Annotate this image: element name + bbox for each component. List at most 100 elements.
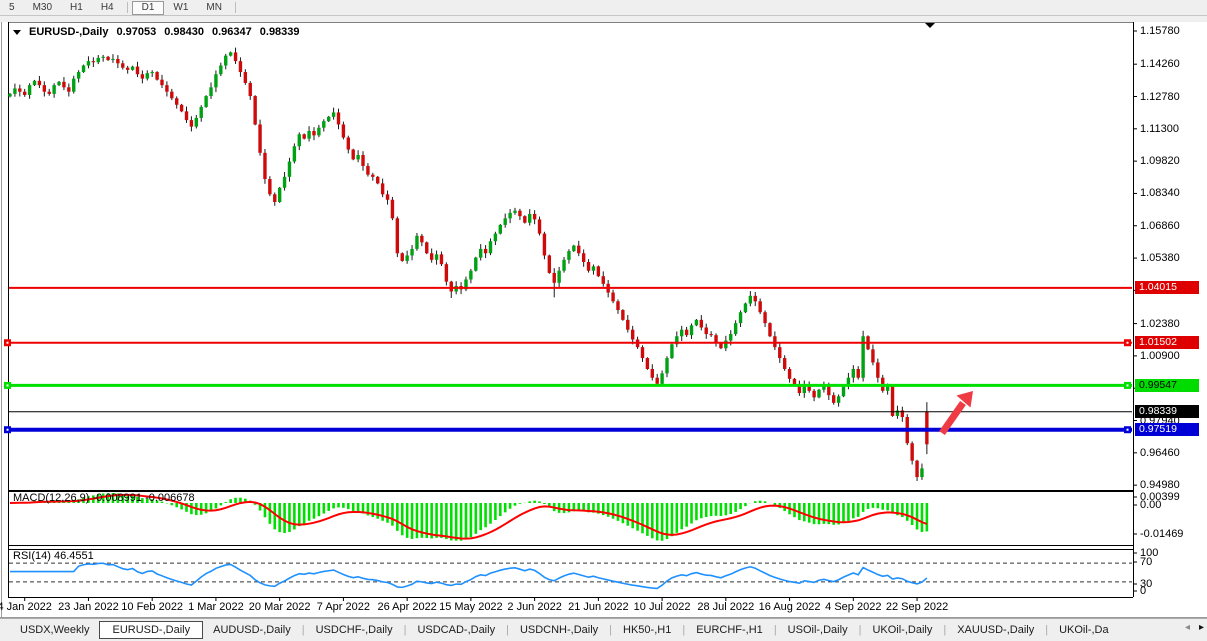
tab-separator: |: [682, 624, 686, 636]
candle-body: [76, 72, 81, 79]
candle-body: [376, 176, 380, 184]
candle-body: [72, 78, 76, 92]
candle-body: [331, 112, 336, 117]
symbol-tab-usoil-daily[interactable]: USOil-,Daily: [787, 624, 848, 636]
candle-body: [361, 155, 365, 166]
candle-body: [106, 56, 110, 61]
timeframe-button-d1[interactable]: D1: [131, 0, 165, 15]
tab-scroll-arrows: ◂ ▸: [1185, 622, 1204, 633]
candle-body: [219, 65, 223, 75]
candle-body: [292, 146, 297, 162]
candle-body: [782, 358, 787, 369]
symbol-tab-hk50-h1[interactable]: HK50-,H1: [623, 624, 672, 636]
candle-body: [341, 124, 346, 138]
macd-signal-value: -0.006678: [145, 492, 195, 504]
date-tick-label: 23 Jan 2022: [58, 601, 119, 613]
timeframe-button-5[interactable]: 5: [9, 2, 15, 13]
symbol-tab-eurchf-h1[interactable]: EURCHF-,H1: [696, 624, 763, 636]
price-line-badge: 1.01502: [1135, 336, 1199, 350]
tab-separator: |: [1045, 624, 1049, 636]
candle-body: [508, 212, 512, 219]
candle-body: [758, 301, 762, 313]
tab-scroll-left-icon[interactable]: ◂: [1184, 622, 1190, 633]
date-tick-label: 22 Sep 2022: [885, 601, 949, 613]
candle-body: [145, 73, 149, 79]
candle-body: [684, 329, 689, 336]
candle-body: [733, 323, 738, 335]
price-tick-label: 1.12780: [1140, 90, 1180, 103]
candle-body: [233, 52, 238, 62]
candle-body: [532, 213, 537, 220]
symbol-tab-ukoil-da[interactable]: UKOil-,Da: [1059, 624, 1109, 636]
timeframe-button-h4[interactable]: H4: [100, 2, 114, 13]
candle-body: [42, 85, 47, 92]
candle-body: [488, 241, 493, 254]
symbol-tab-usdcad-daily[interactable]: USDCAD-,Daily: [417, 624, 496, 636]
candle-body: [464, 279, 468, 290]
candle-body: [567, 251, 571, 260]
symbol-tab-usdchf-daily[interactable]: USDCHF-,Daily: [315, 624, 393, 636]
price-tick-label: 1.11300: [1140, 122, 1179, 135]
candle-body: [773, 336, 777, 348]
candle-body: [792, 378, 797, 386]
candle-body: [714, 335, 718, 343]
tab-scroll-right-icon[interactable]: ▸: [1198, 622, 1204, 633]
timeframe-button-m30[interactable]: M30: [32, 2, 53, 13]
candle-body: [199, 106, 203, 118]
symbol-tab-audusd-daily[interactable]: AUDUSD-,Daily: [213, 624, 291, 636]
symbol-tab-usdcnh-daily[interactable]: USDCNH-,Daily: [519, 624, 599, 636]
candle-body: [547, 255, 552, 273]
candle-body: [665, 358, 669, 374]
candle-body: [822, 386, 826, 390]
symbol-tab-ukoil-daily[interactable]: UKOil-,Daily: [872, 624, 933, 636]
symbol-dropdown-icon[interactable]: [13, 29, 21, 35]
timeframe-toolbar: 5 M30 H1 H4 D1 W1 MN: [0, 0, 1207, 16]
symbol-tabbar: USDX,Weekly EURUSD-,Daily AUDUSD-,Daily | US…: [0, 618, 1207, 641]
candle-body: [832, 395, 836, 403]
candle-body: [395, 218, 400, 254]
candle-body: [630, 329, 635, 340]
date-tick-label: 7 Apr 2022: [316, 601, 370, 613]
timeframe-button-mn[interactable]: MN: [206, 2, 222, 13]
symbol-tab-xauusd-daily[interactable]: XAUUSD-,Daily: [957, 624, 1035, 636]
candle-body: [273, 194, 277, 202]
macd-tick-label: 0.00: [1140, 499, 1162, 511]
price-tick-label: 1.05380: [1140, 252, 1180, 265]
macd-tick-label: 0.00399: [1140, 491, 1180, 503]
candle-body: [846, 377, 851, 387]
candle-body: [415, 235, 419, 249]
candle-body: [52, 85, 56, 94]
candle-body: [557, 270, 561, 283]
symbol-tab-eurusd-daily[interactable]: EURUSD-,Daily: [99, 621, 204, 639]
up-arrow-annotation[interactable]: [939, 400, 966, 436]
up-arrow-annotation-head[interactable]: [956, 391, 974, 408]
candle-body: [263, 152, 267, 180]
candle-body: [204, 96, 208, 107]
price-tick-label: 1.00900: [1140, 349, 1180, 362]
price-tick-label: 1.06860: [1140, 219, 1180, 232]
candle-body: [130, 66, 135, 70]
candle-body: [47, 91, 51, 94]
symbol-tab-usdx-weekly[interactable]: USDX,Weekly: [20, 624, 90, 636]
candle-body: [67, 87, 71, 92]
price-tick-label: 1.15780: [1140, 25, 1180, 37]
candle-body: [910, 443, 914, 461]
candle-body: [513, 210, 517, 213]
candle-body: [336, 112, 341, 125]
candle-body: [812, 390, 816, 398]
candle-body: [111, 58, 115, 61]
candle-body: [498, 224, 502, 234]
candle-body: [277, 187, 282, 202]
timeframe-button-w1[interactable]: W1: [173, 2, 189, 13]
candle-body: [611, 292, 615, 302]
candle-body: [224, 55, 228, 66]
candle-body: [802, 384, 806, 394]
timeframe-button-h1[interactable]: H1: [70, 2, 83, 13]
candle-body: [351, 149, 355, 160]
candle-body: [704, 327, 708, 335]
candle-body: [871, 349, 875, 363]
ohlc-open: 0.97053: [116, 26, 157, 38]
price-tick-label: 1.14260: [1140, 58, 1180, 71]
candle-body: [410, 248, 414, 256]
